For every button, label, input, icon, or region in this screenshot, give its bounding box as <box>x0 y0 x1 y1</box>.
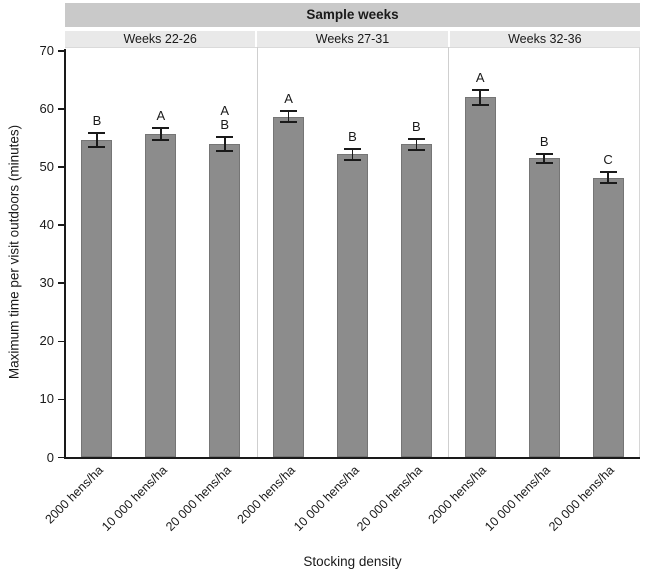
error-bar <box>607 171 609 184</box>
sig-label: A <box>269 92 309 106</box>
sig-label: C <box>588 151 628 167</box>
sig-label: B <box>333 128 373 144</box>
sig-letter: A <box>220 102 230 118</box>
sig-label: B <box>524 133 564 149</box>
error-bar-cap-bottom <box>88 146 106 149</box>
y-tick <box>58 50 64 52</box>
bar <box>464 97 496 458</box>
bar <box>209 143 241 458</box>
chart-title: Sample weeks <box>306 7 399 22</box>
sig-letter: A <box>156 108 166 124</box>
sig-letter: B <box>539 133 549 149</box>
panel-divider <box>448 47 450 457</box>
error-bar <box>160 128 162 140</box>
y-tick <box>58 456 64 459</box>
y-tick-label: 0 <box>46 449 54 465</box>
sig-letter: C <box>603 151 613 167</box>
panel-header-strip: Weeks 22-26 Weeks 27-31 Weeks 32-36 <box>65 31 640 47</box>
error-bar-cap-top <box>280 110 298 113</box>
error-bar-cap-bottom <box>599 182 617 185</box>
error-bar-cap-bottom <box>280 120 298 123</box>
error-bar-cap-bottom <box>471 104 489 106</box>
x-axis-line <box>64 456 640 459</box>
sig-letter: A <box>284 91 293 107</box>
error-bar-cap-top <box>471 88 489 91</box>
y-tick <box>58 398 64 401</box>
y-tick <box>58 282 64 285</box>
bar <box>592 177 624 458</box>
sig-letter: B <box>348 128 357 144</box>
panel-header: Weeks 22-26 <box>65 31 256 47</box>
error-bar-cap-bottom <box>344 159 361 162</box>
error-bar <box>351 148 354 161</box>
panel-header: Weeks 32-36 <box>449 31 640 47</box>
y-axis-title: Maximum time per visit outdoors (minutes… <box>6 124 22 380</box>
sig-letter: B <box>220 116 230 132</box>
error-bar <box>223 136 226 151</box>
panel-header: Weeks 27-31 <box>257 31 448 47</box>
y-tick-label: 30 <box>39 275 54 291</box>
bar <box>273 116 305 458</box>
y-tick <box>58 108 64 110</box>
panel-divider <box>256 47 258 457</box>
bar <box>145 134 177 458</box>
error-bar-cap-top <box>535 152 553 155</box>
y-tick <box>58 166 64 168</box>
error-bar-cap-top <box>152 127 170 130</box>
sig-letter: A <box>475 69 485 85</box>
error-bar-cap-bottom <box>407 148 425 151</box>
bar <box>337 154 368 458</box>
y-tick-label: 50 <box>39 159 54 175</box>
error-bar <box>415 139 418 150</box>
sig-letter: B <box>412 119 421 135</box>
error-bar-cap-top <box>344 147 361 150</box>
error-bar <box>479 89 482 105</box>
bar <box>400 144 432 458</box>
sig-label: B <box>77 114 117 128</box>
y-tick-label: 40 <box>39 217 54 233</box>
error-bar-cap-top <box>407 138 425 141</box>
sig-label: A <box>460 69 500 85</box>
y-axis-line <box>64 49 66 458</box>
y-tick-label: 70 <box>39 43 54 58</box>
sig-label: A <box>141 109 181 123</box>
error-bar <box>287 111 290 122</box>
error-bar-cap-top <box>599 170 617 173</box>
error-bar-cap-bottom <box>535 162 553 165</box>
error-bar-cap-top <box>88 132 106 135</box>
error-bar-cap-bottom <box>152 138 170 141</box>
error-bar-cap-bottom <box>216 149 234 152</box>
error-bar <box>96 133 98 148</box>
x-axis-title: Stocking density <box>303 554 402 569</box>
chart-title-strip: Sample weeks <box>65 3 640 27</box>
y-tick-label: 60 <box>39 101 54 117</box>
y-tick-label: 10 <box>39 391 54 407</box>
plot-top-border <box>65 47 640 48</box>
sig-letter: B <box>92 113 102 129</box>
error-bar-cap-top <box>216 135 234 138</box>
y-tick <box>58 340 64 343</box>
y-tick <box>58 224 64 226</box>
error-bar <box>543 153 545 164</box>
sig-label: B <box>396 120 436 134</box>
y-tick-label: 20 <box>39 333 54 349</box>
bar <box>81 140 113 458</box>
plot-right-border <box>639 47 640 458</box>
bar <box>528 158 560 458</box>
